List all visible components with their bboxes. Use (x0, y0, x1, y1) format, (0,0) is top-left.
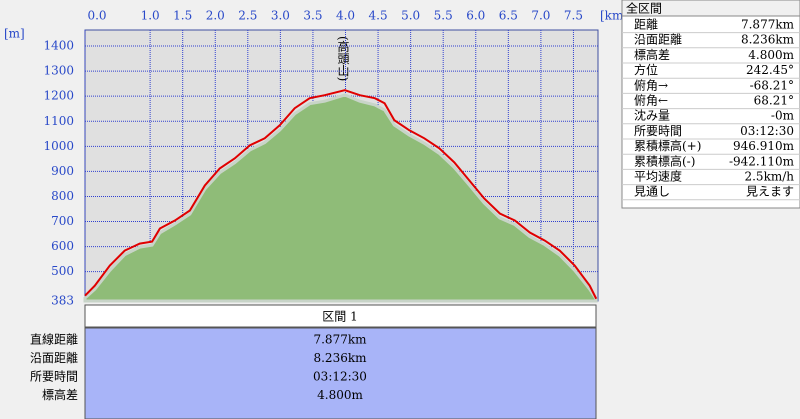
y-tick-label: 700 (51, 214, 74, 228)
x-tick-label: 0.0 (87, 9, 106, 23)
section-header (84, 304, 597, 328)
stat-value: -0m (771, 109, 795, 123)
section-title: 区間 1 (322, 310, 357, 324)
stat-label: 俯角→ (634, 77, 668, 92)
stat-label: 方位 (634, 62, 658, 77)
stat-value: 03:12:30 (740, 124, 794, 138)
y-tick-label: 500 (51, 264, 74, 278)
section-label: 直線距離 (30, 332, 78, 347)
stat-label: 沿面距離 (634, 33, 682, 47)
stat-label: 累積標高(-) (634, 153, 695, 168)
x-tick-label: 4.5 (369, 9, 388, 23)
y-tick-label: 1300 (43, 64, 74, 78)
stat-value: 見えます (746, 185, 794, 199)
x-tick-label: 1.5 (173, 9, 192, 23)
section-value: 7.877km (313, 333, 367, 347)
stat-value: 4.800m (748, 48, 794, 62)
section-label: 所要時間 (30, 370, 78, 384)
stat-value: 68.21° (754, 94, 794, 108)
stat-label: 見通し (634, 185, 670, 199)
x-tick-label: 6.5 (499, 9, 518, 23)
section-value: 8.236km (313, 351, 367, 365)
y-tick-label: 1100 (43, 114, 74, 128)
stat-value: 7.877km (741, 18, 795, 32)
section-value: 03:12:30 (313, 370, 367, 384)
x-tick-label: 7.0 (531, 9, 550, 23)
terrain-area (83, 93, 598, 303)
x-tick-label: 3.5 (303, 9, 322, 23)
x-tick-label: 5.5 (434, 9, 453, 23)
section-label: 標高差 (42, 387, 78, 402)
x-tick-label: 6.0 (466, 9, 485, 23)
x-tick-label: 2.5 (238, 9, 257, 23)
y-tick-label: 1400 (43, 39, 74, 53)
y-tick-label: 900 (51, 164, 74, 178)
x-tick-label: 7.5 (564, 9, 583, 23)
stat-value: 8.236km (741, 33, 795, 47)
y-tick-label: 800 (51, 189, 74, 203)
stats-title: 全区間 (626, 1, 662, 16)
y-tick-label: 1000 (43, 139, 74, 153)
stat-value: 2.5km/h (744, 170, 794, 184)
y-axis-label: [m] (4, 27, 25, 41)
stat-label: 俯角← (634, 93, 668, 108)
stat-value: 946.910m (733, 139, 795, 153)
stat-label: 距離 (634, 18, 658, 32)
section-label: 沿面距離 (30, 351, 78, 365)
stat-value: -68.21° (750, 78, 794, 92)
x-tick-label: 3.0 (271, 9, 290, 23)
peak-annotation: (高頭山) (336, 36, 350, 81)
stat-label: 所要時間 (634, 124, 682, 138)
y-tick-label: 383 (51, 294, 74, 308)
stat-value: -942.110m (729, 154, 795, 168)
stats-header (621, 0, 800, 17)
stat-value: 242.45° (746, 63, 794, 77)
x-axis-label: [km] (600, 9, 628, 23)
stat-label: 標高差 (634, 47, 670, 62)
stats-panel (621, 0, 800, 209)
stat-label: 平均速度 (634, 169, 682, 184)
stat-label: 沈み量 (634, 108, 670, 123)
x-tick-label: 2.0 (206, 9, 225, 23)
section-table (84, 327, 597, 419)
y-tick-label: 1200 (43, 89, 74, 103)
stat-label: 累積標高(+) (634, 138, 701, 153)
x-tick-label: 1.0 (141, 9, 160, 23)
x-tick-label: 4.0 (336, 9, 355, 23)
section-value: 4.800m (317, 388, 363, 402)
x-tick-label: 5.0 (401, 9, 420, 23)
track-line (84, 89, 598, 300)
y-tick-label: 600 (51, 239, 74, 253)
